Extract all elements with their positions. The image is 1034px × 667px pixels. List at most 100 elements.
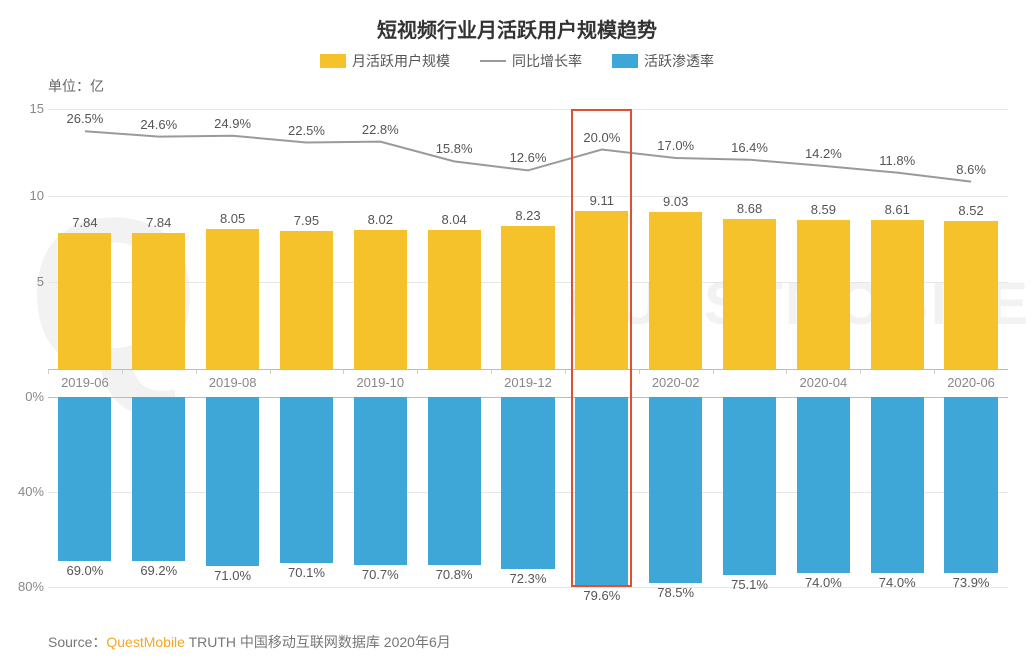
penetration-bar	[723, 397, 776, 575]
source-prefix: Source：	[48, 634, 106, 650]
mau-bar	[132, 233, 185, 369]
legend-label-mau: 月活跃用户规模	[352, 51, 450, 71]
x-axis-label: 2019-12	[504, 375, 552, 390]
x-tick	[196, 369, 197, 374]
gridline	[48, 196, 1008, 197]
x-axis-label: 2019-10	[356, 375, 404, 390]
x-tick	[565, 369, 566, 374]
mau-bar	[501, 226, 554, 369]
penetration-bar-label: 69.0%	[58, 563, 111, 578]
growth-label: 24.9%	[214, 116, 251, 131]
x-axis-label: 2020-02	[652, 375, 700, 390]
growth-label: 22.5%	[288, 123, 325, 138]
penetration-bar-label: 70.7%	[354, 567, 407, 582]
x-tick	[786, 369, 787, 374]
mau-bar-label: 8.04	[428, 212, 481, 227]
penetration-bar	[649, 397, 702, 583]
penetration-bar	[206, 397, 259, 566]
x-tick	[491, 369, 492, 374]
mau-bar-label: 8.23	[501, 208, 554, 223]
chart-title: 短视频行业月活跃用户规模趋势	[0, 14, 1034, 43]
mau-bar	[428, 230, 481, 369]
growth-label: 26.5%	[66, 111, 103, 126]
mau-bar	[58, 233, 111, 369]
legend-label-penetration: 活跃渗透率	[644, 51, 714, 71]
growth-label: 15.8%	[436, 141, 473, 156]
mau-bar-label: 7.84	[58, 215, 111, 230]
mau-bar	[797, 220, 850, 369]
penetration-bar-label: 71.0%	[206, 568, 259, 583]
unit-label: 单位：亿	[48, 76, 104, 96]
chart-area: QQUESTMOBILE510157.847.848.057.958.028.0…	[48, 109, 1008, 609]
growth-label: 12.6%	[510, 150, 547, 165]
mau-bar-label: 9.03	[649, 194, 702, 209]
growth-label: 22.8%	[362, 122, 399, 137]
penetration-bar-label: 75.1%	[723, 577, 776, 592]
x-tick	[343, 369, 344, 374]
x-tick	[639, 369, 640, 374]
penetration-bar	[575, 397, 628, 586]
x-tick	[122, 369, 123, 374]
source-brand: QuestMobile	[106, 634, 185, 650]
legend-swatch-penetration	[612, 54, 638, 68]
x-axis-label: 2020-06	[947, 375, 995, 390]
mau-bar-label: 8.59	[797, 202, 850, 217]
x-tick	[934, 369, 935, 374]
mau-bar-label: 9.11	[575, 193, 628, 208]
x-axis-label: 2019-06	[61, 375, 109, 390]
penetration-bar	[280, 397, 333, 563]
penetration-bar	[501, 397, 554, 569]
penetration-bar	[354, 397, 407, 565]
y-axis-label: 15	[30, 101, 48, 116]
penetration-bar	[428, 397, 481, 565]
y-axis-label: 5	[37, 274, 48, 289]
y-axis-label: 10	[30, 188, 48, 203]
mau-bar	[944, 221, 997, 369]
legend-item-mau: 月活跃用户规模	[320, 51, 450, 71]
mau-bar	[649, 212, 702, 369]
mau-bar	[575, 211, 628, 369]
growth-label: 20.0%	[583, 130, 620, 145]
x-tick	[270, 369, 271, 374]
x-axis-label: 2020-04	[800, 375, 848, 390]
mau-bar-label: 7.95	[280, 213, 333, 228]
legend-swatch-mau	[320, 54, 346, 68]
y-axis-label: 40%	[18, 484, 48, 499]
penetration-bar-label: 73.9%	[944, 575, 997, 590]
penetration-bar-label: 70.1%	[280, 565, 333, 580]
legend-swatch-growth	[480, 60, 506, 62]
legend-label-growth: 同比增长率	[512, 51, 582, 71]
growth-label: 11.8%	[879, 153, 915, 168]
y-axis-label: 80%	[18, 579, 48, 594]
source-attribution: Source：QuestMobile TRUTH 中国移动互联网数据库 2020…	[48, 632, 451, 652]
gridline	[48, 587, 1008, 588]
legend-item-penetration: 活跃渗透率	[612, 51, 714, 71]
mau-bar-label: 8.68	[723, 201, 776, 216]
mau-bar-label: 7.84	[132, 215, 185, 230]
mau-bar-label: 8.05	[206, 211, 259, 226]
legend-item-growth: 同比增长率	[480, 51, 582, 71]
mau-bar	[206, 229, 259, 369]
x-axis-label: 2019-08	[209, 375, 257, 390]
source-rest: TRUTH 中国移动互联网数据库 2020年6月	[185, 634, 451, 650]
growth-label: 14.2%	[805, 146, 842, 161]
x-tick	[860, 369, 861, 374]
mau-bar	[354, 230, 407, 369]
penetration-bar-label: 74.0%	[797, 575, 850, 590]
gridline	[48, 109, 1008, 110]
penetration-bar-label: 78.5%	[649, 585, 702, 600]
growth-label: 8.6%	[956, 162, 986, 177]
penetration-bar	[132, 397, 185, 561]
x-tick	[713, 369, 714, 374]
penetration-bar-label: 70.8%	[428, 567, 481, 582]
mau-bar-label: 8.61	[871, 202, 924, 217]
mau-bar	[871, 220, 924, 369]
mau-bar-label: 8.52	[944, 203, 997, 218]
mau-bar	[723, 219, 776, 369]
x-tick	[48, 369, 49, 374]
penetration-bar	[944, 397, 997, 573]
x-tick	[417, 369, 418, 374]
y-axis-label: 0%	[25, 389, 48, 404]
growth-label: 16.4%	[731, 140, 768, 155]
penetration-bar	[58, 397, 111, 561]
